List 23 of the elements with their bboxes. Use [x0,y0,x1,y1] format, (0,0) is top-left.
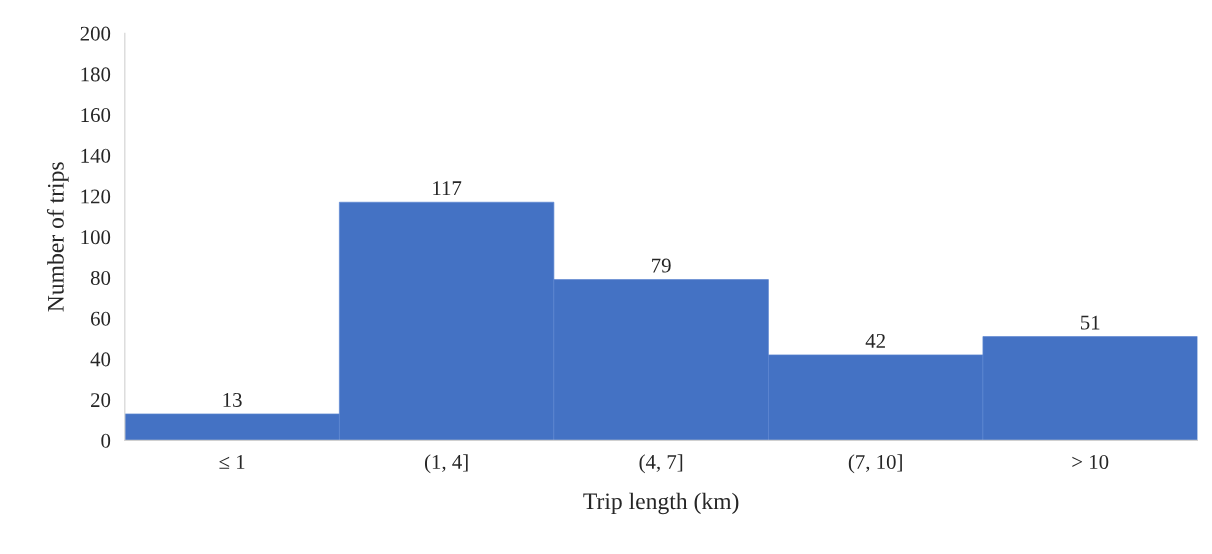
y-tick-label: 100 [81,230,111,245]
data-label: 51 [1080,315,1100,330]
x-tick-label: (1, 4] [424,454,468,474]
x-axis-title: Trip length (km) [583,492,739,515]
data-label: 42 [865,333,885,348]
data-label: 79 [652,258,671,273]
x-tick-label: > 10 [1072,454,1109,469]
data-label: 117 [433,181,462,196]
y-tick-label: 180 [81,67,111,82]
y-tick-label: 80 [90,270,111,285]
y-tick-label: 120 [81,189,111,204]
x-tick-label: (7, 10] [848,454,902,474]
y-tick-label: 60 [91,311,111,326]
y-tick-label: 140 [81,148,111,163]
y-tick-label: 160 [81,108,111,123]
x-tick-label: (4, 7] [639,454,683,474]
data-label: 13 [223,392,242,407]
y-tick-label: 20 [91,393,111,408]
y-tick-label: 0 [101,433,111,448]
y-axis-title: Number of trips [46,162,69,312]
y-tick-label: 40 [90,352,111,367]
y-tick-label: 200 [80,26,111,41]
x-tick-label: ≤ 1 [219,455,245,469]
